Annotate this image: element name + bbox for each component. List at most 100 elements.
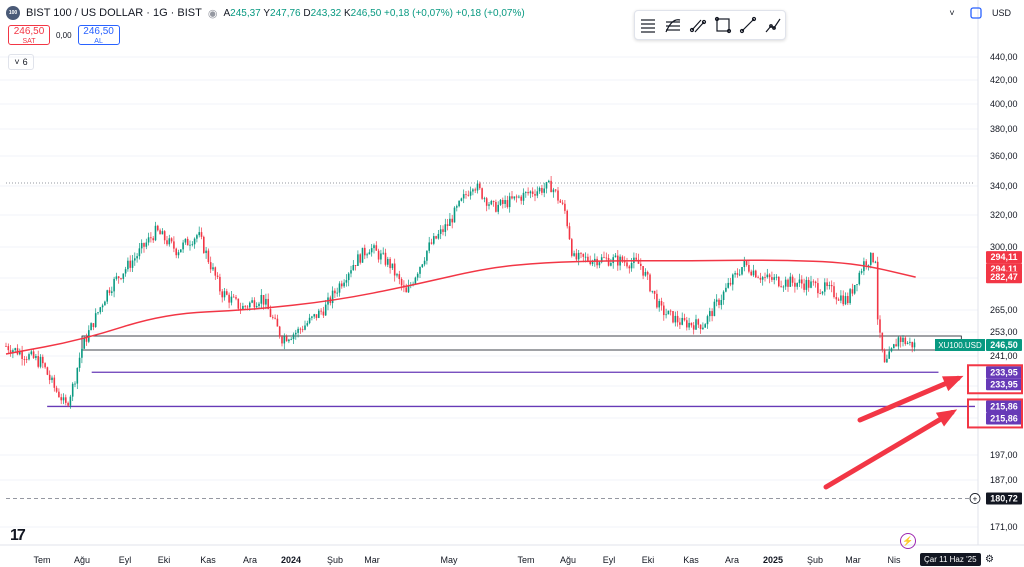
rectangle-icon[interactable] xyxy=(714,16,732,34)
candle xyxy=(748,259,750,274)
candle xyxy=(191,241,194,247)
candle xyxy=(538,186,541,194)
candle xyxy=(778,276,780,288)
candle xyxy=(209,256,212,274)
candle xyxy=(295,329,297,340)
candle xyxy=(651,290,654,294)
candle xyxy=(242,302,244,310)
candle xyxy=(428,236,430,254)
candle xyxy=(805,276,808,296)
candle xyxy=(285,334,288,342)
candle xyxy=(359,253,361,265)
candle xyxy=(426,250,428,265)
path-icon[interactable] xyxy=(764,16,782,34)
candle xyxy=(69,394,72,409)
candle xyxy=(456,204,458,212)
gear-icon[interactable]: ⚙ xyxy=(985,554,994,565)
chevron-down-icon[interactable]: ˅ xyxy=(949,8,955,18)
candle xyxy=(74,381,76,388)
candle xyxy=(755,269,757,279)
lightning-icon[interactable]: ⚡ xyxy=(900,533,916,549)
candle xyxy=(421,263,424,268)
x-tick-label: Ara xyxy=(725,555,739,565)
candle xyxy=(784,276,787,290)
candle xyxy=(653,290,656,300)
symbol-title[interactable]: BIST 100 / US DOLLAR · 1G · BIST xyxy=(26,7,202,19)
candle xyxy=(265,293,267,310)
price-label: 282,47 xyxy=(986,271,1022,284)
fib-icon[interactable] xyxy=(664,16,682,34)
candle xyxy=(847,292,849,306)
candle xyxy=(840,290,842,304)
candle xyxy=(791,274,794,287)
candle xyxy=(821,290,824,296)
candle xyxy=(136,253,138,263)
candle xyxy=(676,310,679,327)
candle xyxy=(575,248,578,262)
top-right-controls: ˅ USD xyxy=(944,5,1011,21)
candle xyxy=(186,236,189,246)
candle xyxy=(667,310,670,315)
x-axis[interactable]: Tem Ağu Eyl Eki Kas Ara 2024 Şub Mar May Tem Ağu Eyl… xyxy=(33,555,901,565)
y-axis[interactable]: 440,00 420,00 400,00 380,00 360,00 340,00 320,… xyxy=(990,52,1018,532)
candle xyxy=(60,393,62,405)
candle xyxy=(223,287,226,301)
x-tick-label: Tem xyxy=(517,555,534,565)
candle xyxy=(561,199,564,206)
buy-button[interactable]: 246,50 AL xyxy=(77,25,120,45)
candle xyxy=(301,325,304,333)
candle xyxy=(311,315,313,321)
candle xyxy=(244,305,246,310)
candle xyxy=(771,271,773,282)
symbol-logo[interactable]: 100 xyxy=(6,6,20,20)
candle xyxy=(768,273,771,284)
svg-text:233,95: 233,95 xyxy=(990,367,1018,377)
candle xyxy=(398,270,401,285)
candle xyxy=(131,255,134,272)
fullscreen-icon[interactable] xyxy=(968,5,984,21)
candle xyxy=(745,259,748,267)
candle xyxy=(262,294,265,310)
candle xyxy=(375,241,378,251)
candle xyxy=(734,270,736,278)
candle xyxy=(308,313,311,325)
candles xyxy=(5,175,916,409)
candle xyxy=(67,401,69,408)
candle xyxy=(384,248,387,267)
candle xyxy=(97,311,99,315)
eye-icon[interactable]: ◉ xyxy=(207,7,218,20)
candle xyxy=(515,194,518,203)
range-boxes xyxy=(81,335,962,351)
x-tick-label: Mar xyxy=(364,555,380,565)
candle xyxy=(897,336,900,350)
x-tick-label: Kas xyxy=(683,555,699,565)
y-tick-label: 171,00 xyxy=(990,522,1018,532)
horizontal-lines-icon[interactable] xyxy=(639,16,657,34)
candle xyxy=(531,187,534,198)
candle xyxy=(228,292,230,309)
crosshair-date: Çar 11 Haz '25 xyxy=(920,553,981,566)
candle xyxy=(157,224,159,232)
candle xyxy=(525,191,527,198)
candle xyxy=(214,266,217,280)
candle xyxy=(741,266,743,276)
trendline-icon[interactable] xyxy=(739,16,757,34)
sell-button[interactable]: 246,50 SAT xyxy=(8,25,50,45)
y-tick-label: 253,00 xyxy=(990,327,1018,337)
candle xyxy=(435,235,437,240)
candle xyxy=(752,264,755,277)
svg-text:180,72: 180,72 xyxy=(990,493,1018,503)
candle xyxy=(554,189,557,193)
svg-text:+: + xyxy=(973,494,978,503)
candle xyxy=(124,266,127,277)
channel-icon[interactable] xyxy=(689,16,707,34)
indicators-toggle[interactable]: ˅ 6 xyxy=(8,54,34,70)
x-tick-label: Şub xyxy=(327,555,343,565)
candle xyxy=(886,354,888,363)
candle xyxy=(902,335,904,347)
candle xyxy=(743,256,746,272)
candle xyxy=(621,255,624,263)
currency-label[interactable]: USD xyxy=(992,8,1012,18)
candle xyxy=(686,316,688,331)
